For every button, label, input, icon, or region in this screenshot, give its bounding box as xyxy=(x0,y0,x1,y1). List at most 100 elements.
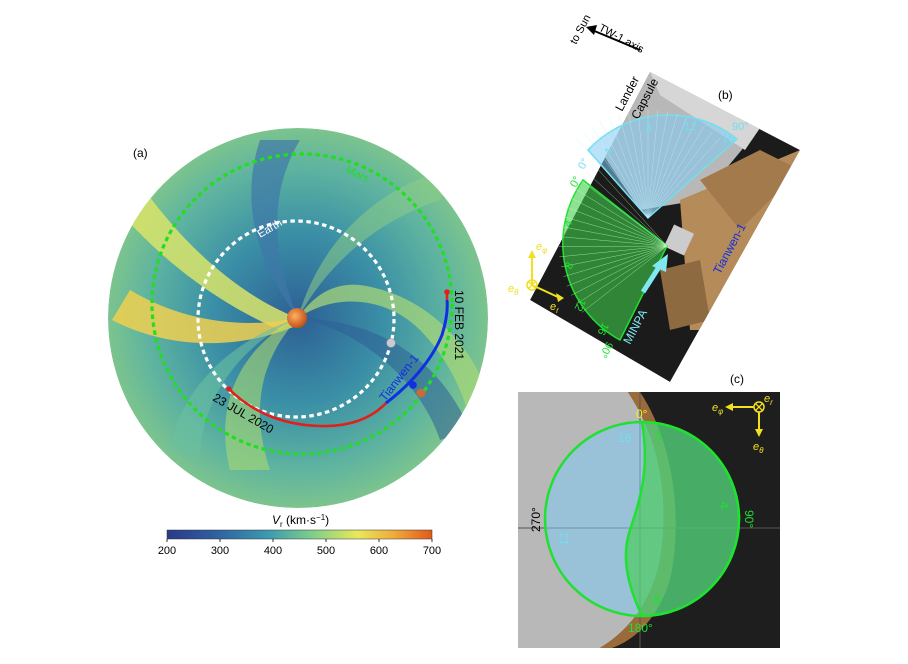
fov-ray xyxy=(647,131,713,219)
cyan-4-label: 4 xyxy=(602,146,615,157)
end-marker xyxy=(444,289,450,295)
mars-icon xyxy=(416,388,426,398)
svg-text:er: er xyxy=(550,301,559,315)
fov-ray xyxy=(563,245,668,277)
fov-ray xyxy=(647,117,687,219)
axis-phi-c-sub: φ xyxy=(718,407,723,416)
cyan-8-label: 8 xyxy=(646,123,652,135)
axis-theta-c-sub: θ xyxy=(759,446,764,455)
tw-axis-arrow-icon xyxy=(591,29,641,51)
green-12-label: 12 xyxy=(572,297,588,313)
tianwen-position xyxy=(409,381,417,389)
colorbar-tick-label: 300 xyxy=(211,545,229,557)
colorbar-tick-label: 600 xyxy=(370,545,388,557)
tw-axis-label: TW-1 axis xyxy=(597,22,647,56)
svg-text:eθ: eθ xyxy=(508,283,519,297)
cyan-12-label: 12 xyxy=(684,121,696,133)
fov-ray xyxy=(566,245,668,287)
fov-ray xyxy=(560,245,668,268)
fov-ray xyxy=(587,172,668,247)
axis-r-c-sub: r xyxy=(770,398,773,407)
cyan-0-label: 0° xyxy=(576,156,592,171)
green-fov-rays xyxy=(559,165,668,313)
panel-a-label: (a) xyxy=(133,146,148,160)
minpa-arrowhead-icon xyxy=(652,254,668,272)
green-4-label: 4 xyxy=(562,218,575,229)
earth-orbit xyxy=(196,219,396,419)
colorbar-label-unit: (km·s xyxy=(283,513,316,527)
svg-text:eφ: eφ xyxy=(712,402,723,416)
colorbar-label-sub: r xyxy=(280,520,283,529)
colorbar-tick-label: 500 xyxy=(317,545,335,557)
axis-r-b-sub: r xyxy=(556,306,559,315)
green-16-label: 16 xyxy=(595,321,611,337)
axis-theta-b-icon xyxy=(526,279,538,291)
fov-ray xyxy=(559,236,668,247)
angle-270-label: 270° xyxy=(529,507,543,532)
colorbar-ticks: 200 300 400 500 600 700 xyxy=(158,539,441,557)
fov-ray xyxy=(580,180,668,247)
colorbar-label-sup: −1 xyxy=(316,513,326,522)
axis-theta-b-sub: θ xyxy=(514,288,519,297)
colorbar-bar xyxy=(166,529,433,540)
svg-text:Vr (km·s−1): Vr (km·s−1) xyxy=(272,513,329,529)
tw-axis-arrowhead-icon xyxy=(586,25,597,35)
transfer-trajectory xyxy=(228,388,387,428)
cyan-fov-rays xyxy=(575,110,721,219)
axis-phi-b-sub: φ xyxy=(542,246,547,255)
mars-orbit xyxy=(150,152,454,456)
fov-ray xyxy=(647,125,705,219)
axis-phi-c-label: e xyxy=(712,402,718,414)
tianwen-trajectory xyxy=(385,299,449,405)
fov-ray xyxy=(591,125,649,219)
fov-ray xyxy=(559,245,668,247)
axis-theta-c-label: e xyxy=(753,441,759,453)
panel-c-label: (c) xyxy=(730,372,744,386)
fov-ray xyxy=(594,165,668,247)
cyan-16-c-label: 16 xyxy=(618,431,632,445)
fov-ray xyxy=(647,121,696,219)
colorbar-tick-label: 200 xyxy=(158,545,176,557)
colorbar: Vr (km·s−1) 200 300 400 500 600 700 xyxy=(158,513,441,557)
green-fov-rim xyxy=(543,420,741,618)
fov-ray xyxy=(566,206,668,247)
green-0-label: 0° xyxy=(568,174,584,189)
axis-theta-b-label: e xyxy=(508,283,514,295)
fov-ray xyxy=(647,111,668,219)
colorbar-label-close: ) xyxy=(325,513,329,527)
fov-ray xyxy=(575,188,668,247)
green-8-label: 8 xyxy=(563,260,576,271)
panel-b-label: (b) xyxy=(718,88,733,102)
fov-ray xyxy=(581,245,668,313)
start-marker xyxy=(226,386,232,392)
fov-ray xyxy=(609,117,649,219)
fov-ray xyxy=(559,245,668,258)
axes-c: eφ er eθ xyxy=(712,393,773,455)
cyan-90-label: 90° xyxy=(732,121,749,133)
fov-ray xyxy=(583,131,649,219)
fov-ray xyxy=(570,197,668,247)
axis-r-b-label: e xyxy=(550,301,556,313)
svg-text:eφ: eφ xyxy=(536,241,547,255)
angle-0-label: 0° xyxy=(636,407,648,421)
green-fov-fan xyxy=(562,178,668,342)
earth-icon xyxy=(386,338,396,348)
green-1-c-label: 1 xyxy=(656,429,663,443)
panel-a: (a) Earth xyxy=(108,128,488,557)
minpa-arrow-icon xyxy=(640,262,664,294)
cyan-16-label: 16 xyxy=(722,133,734,145)
fov-ray xyxy=(600,121,649,219)
fov-ray xyxy=(637,110,649,219)
green-4-c-label: 4 xyxy=(717,502,731,509)
svg-text:er: er xyxy=(764,393,773,407)
fov-ray xyxy=(647,113,678,219)
angle-180-label: 180° xyxy=(628,621,653,635)
svg-text:eθ: eθ xyxy=(753,441,764,455)
fov-ray xyxy=(647,137,721,219)
axis-phi-b-label: e xyxy=(536,241,542,253)
end-date-label: 10 FEB 2021 xyxy=(452,290,466,360)
angle-90-label: 90° xyxy=(742,510,756,528)
fov-ray xyxy=(570,245,668,296)
fov-ray xyxy=(562,216,668,247)
